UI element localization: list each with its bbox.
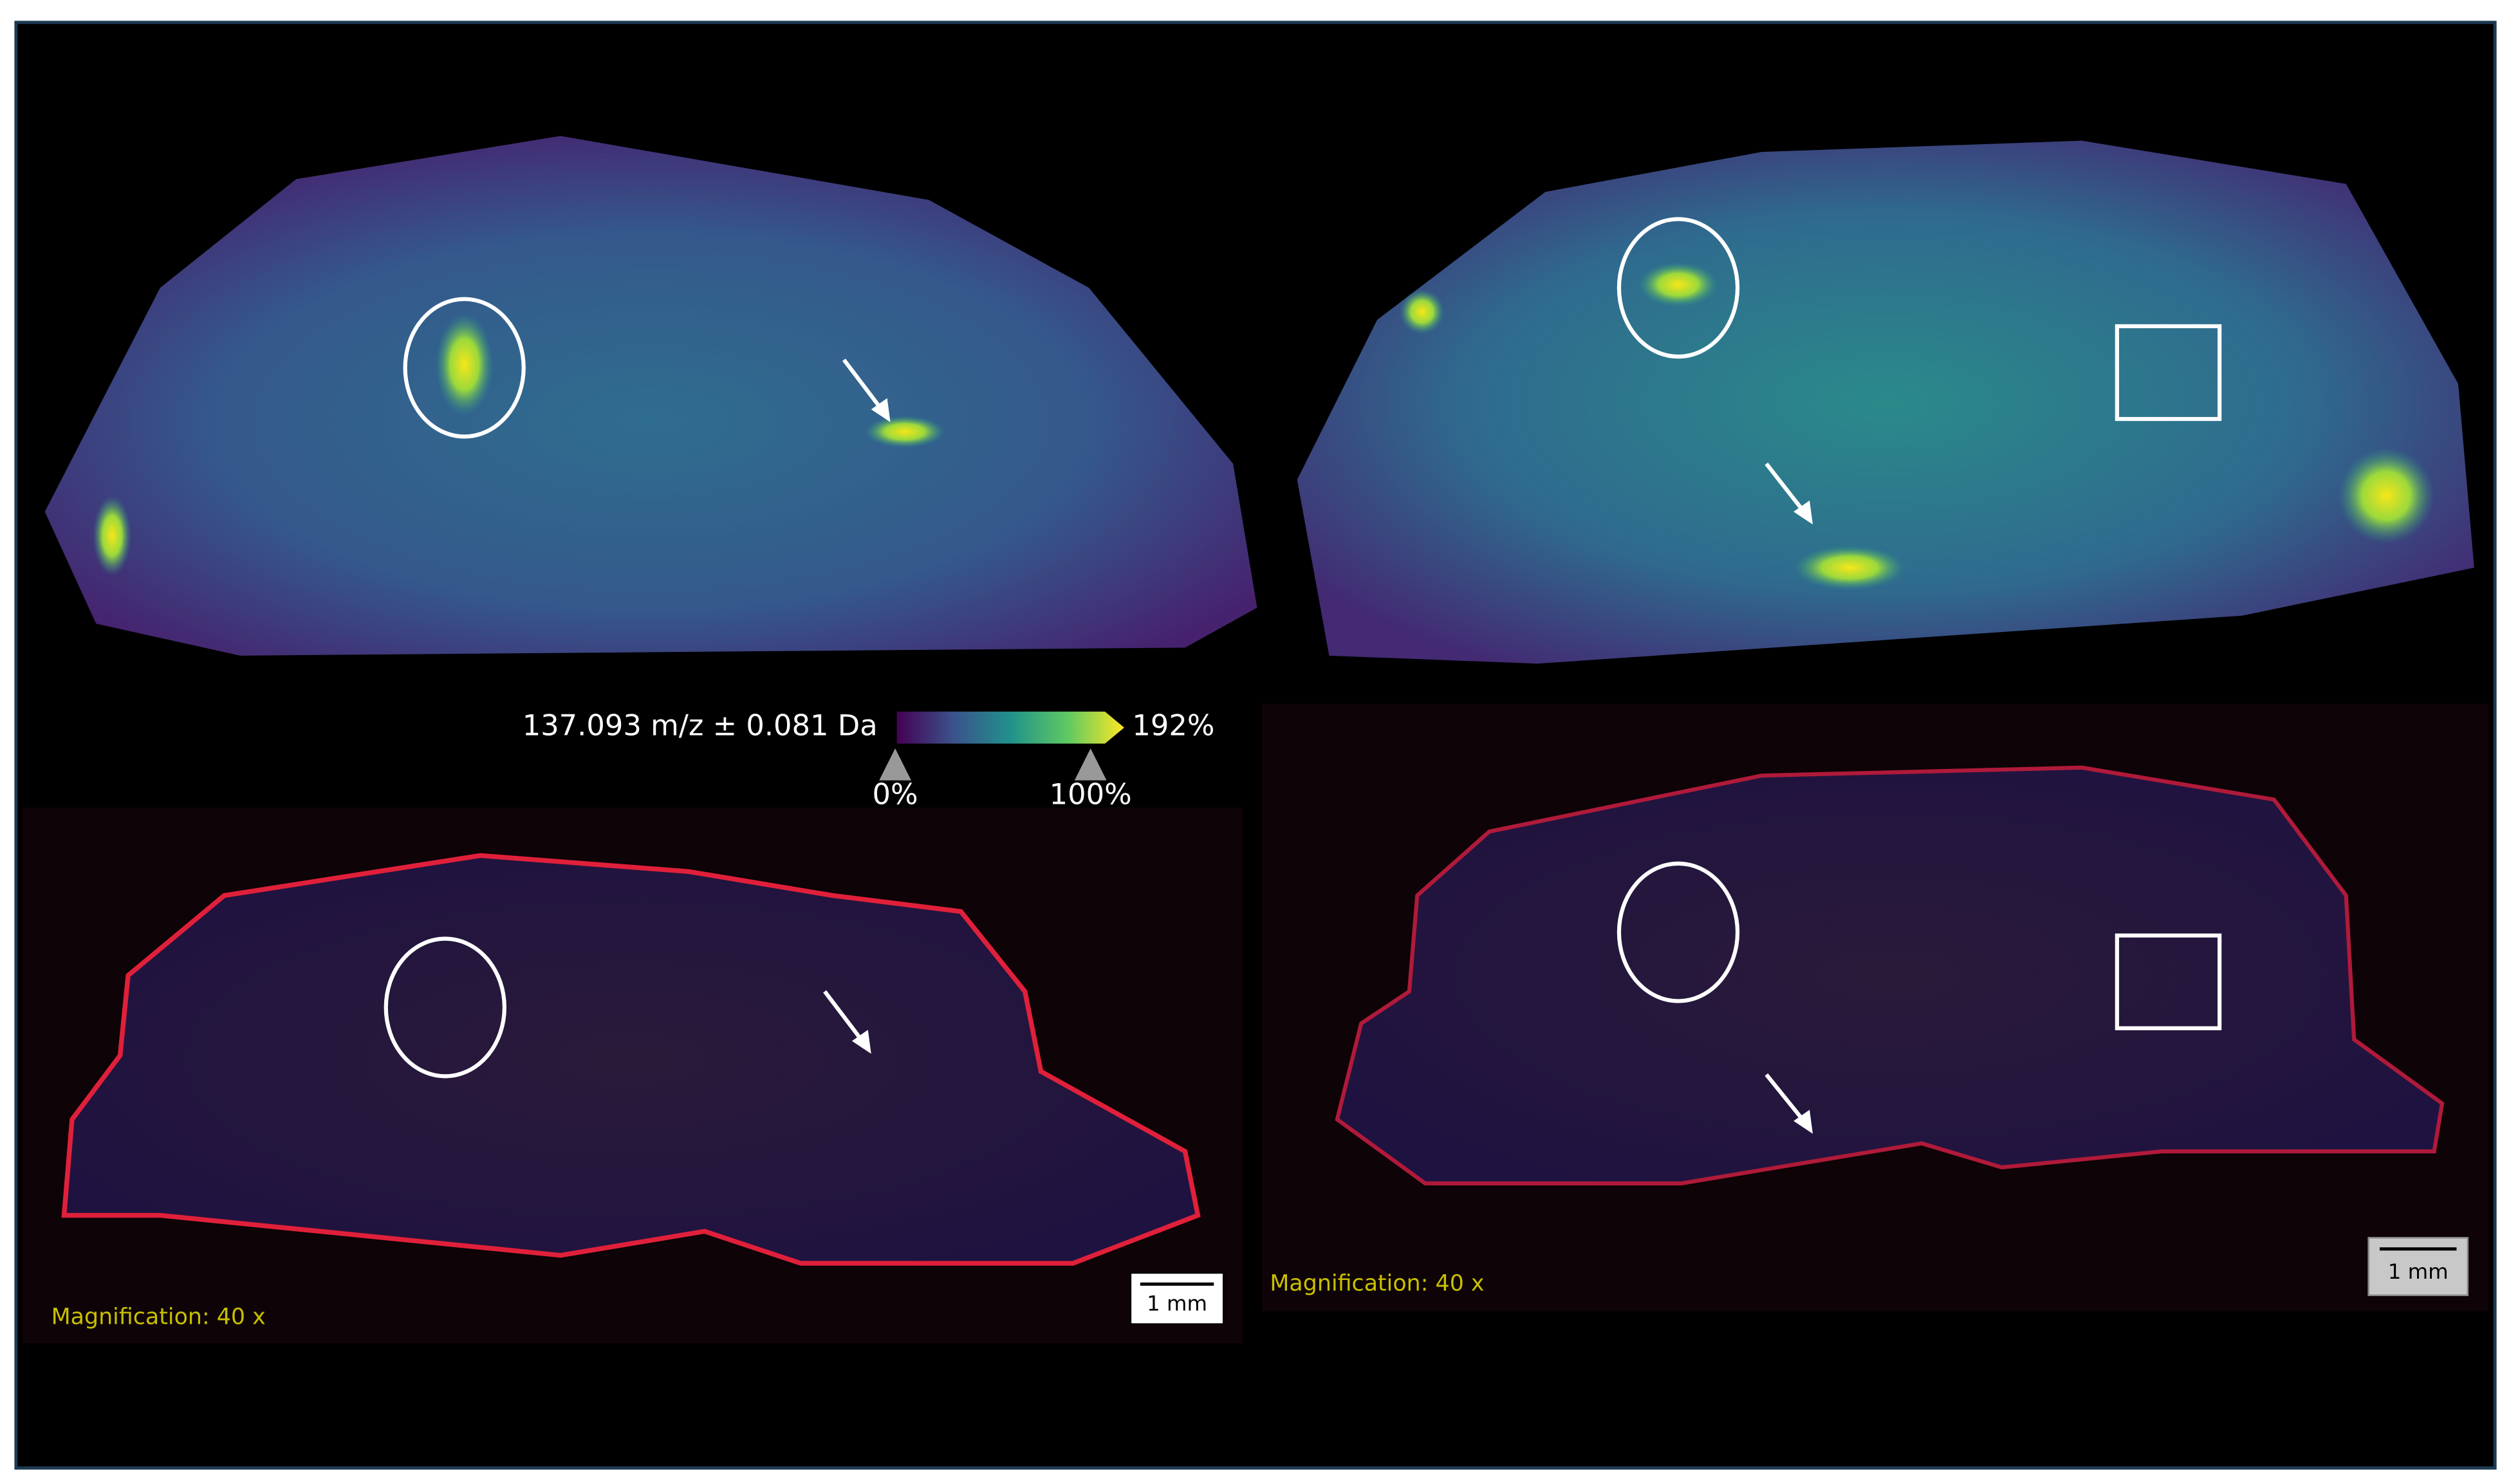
arrow xyxy=(842,358,886,414)
arrow xyxy=(1765,462,1808,517)
circle xyxy=(1617,217,1740,359)
square xyxy=(2115,933,2222,1030)
msi-image xyxy=(44,136,1257,656)
colorbar xyxy=(896,711,1124,744)
arrow-head xyxy=(851,1030,871,1054)
arrow-head xyxy=(1793,1109,1813,1134)
arrow xyxy=(823,990,867,1046)
hotspot xyxy=(864,416,945,448)
hotspot xyxy=(1399,289,1445,335)
colorbar-label: 137.093 m/z ± 0.081 Da xyxy=(523,709,878,743)
colorbar-tick: 100% xyxy=(1050,777,1132,812)
magnification: Magnification: 40 x xyxy=(51,1304,266,1330)
scale-bar-box xyxy=(1129,1272,1225,1325)
msi-image xyxy=(1297,140,2474,664)
square xyxy=(2115,324,2222,422)
colorbar-tick: 0% xyxy=(873,777,918,812)
colorbar-max: 192% xyxy=(1132,709,1214,743)
tissue xyxy=(1335,765,2445,1185)
hotspot xyxy=(93,496,132,576)
arrow-head xyxy=(871,398,891,423)
magnification: Magnification: 40 x xyxy=(1270,1270,1484,1296)
tick-marker xyxy=(879,748,911,781)
hotspot xyxy=(2338,447,2434,544)
circle xyxy=(403,297,526,439)
arrow xyxy=(1765,1073,1808,1126)
hotspot xyxy=(435,313,494,416)
hotspot xyxy=(1793,545,1906,590)
tick-marker xyxy=(1074,748,1107,781)
scale-bar-label: 1 mm xyxy=(1147,1292,1207,1316)
hotspot xyxy=(1638,262,1719,308)
circle xyxy=(384,936,506,1079)
circle xyxy=(1617,861,1740,1003)
tissue xyxy=(61,853,1201,1266)
arrow-head xyxy=(1793,500,1813,525)
scale-bar-label: 1 mm xyxy=(2388,1259,2449,1284)
